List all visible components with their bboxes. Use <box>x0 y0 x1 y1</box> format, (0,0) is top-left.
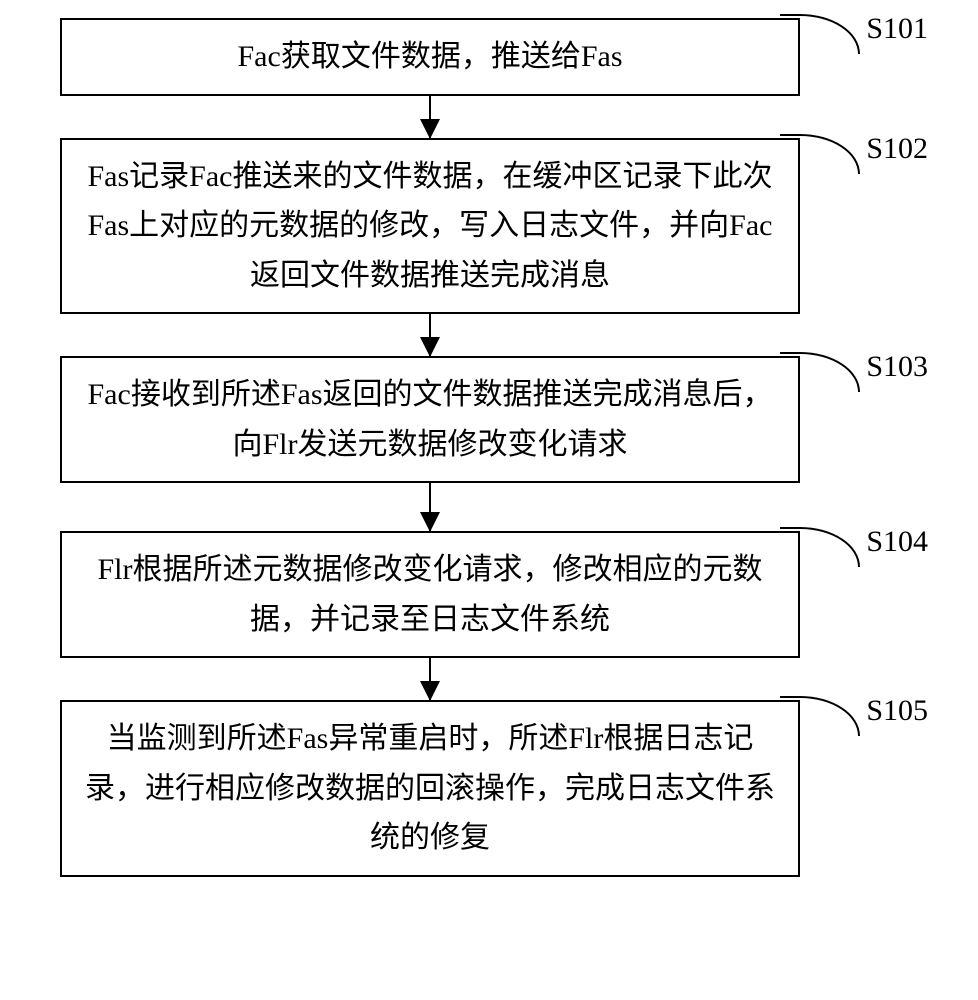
arrow-connector <box>429 96 431 138</box>
label-connector-curve <box>780 134 860 174</box>
step-text: Fac获取文件数据，推送给Fas <box>238 40 623 73</box>
flow-step: Fas记录Fac推送来的文件数据，在缓冲区记录下此次Fas上对应的元数据的修改，… <box>60 138 920 315</box>
step-text: Fas记录Fac推送来的文件数据，在缓冲区记录下此次Fas上对应的元数据的修改，… <box>88 160 773 292</box>
flow-step: Fac获取文件数据，推送给Fas S101 <box>60 18 920 96</box>
flow-step: 当监测到所述Fas异常重启时，所述Flr根据日志记录，进行相应修改数据的回滚操作… <box>60 700 920 877</box>
connector-wrap <box>60 483 800 531</box>
step-label: S103 <box>866 350 928 384</box>
flow-step: Flr根据所述元数据修改变化请求，修改相应的元数据，并记录至日志文件系统 S10… <box>60 531 920 658</box>
flowchart-container: Fac获取文件数据，推送给Fas S101 Fas记录Fac推送来的文件数据，在… <box>60 18 920 877</box>
step-box-s101: Fac获取文件数据，推送给Fas <box>60 18 800 96</box>
label-connector-curve <box>780 696 860 736</box>
arrowhead-icon <box>420 119 440 139</box>
step-box-s103: Fac接收到所述Fas返回的文件数据推送完成消息后，向Flr发送元数据修改变化请… <box>60 356 800 483</box>
arrowhead-icon <box>420 681 440 701</box>
step-label: S104 <box>866 525 928 559</box>
step-label: S105 <box>866 694 928 728</box>
step-text: Fac接收到所述Fas返回的文件数据推送完成消息后，向Flr发送元数据修改变化请… <box>88 378 773 461</box>
step-text: 当监测到所述Fas异常重启时，所述Flr根据日志记录，进行相应修改数据的回滚操作… <box>85 722 775 854</box>
step-box-s104: Flr根据所述元数据修改变化请求，修改相应的元数据，并记录至日志文件系统 <box>60 531 800 658</box>
arrowhead-icon <box>420 337 440 357</box>
connector-wrap <box>60 96 800 138</box>
label-connector-curve <box>780 352 860 392</box>
connector-wrap <box>60 658 800 700</box>
step-box-s102: Fas记录Fac推送来的文件数据，在缓冲区记录下此次Fas上对应的元数据的修改，… <box>60 138 800 315</box>
label-connector-curve <box>780 14 860 54</box>
step-label: S102 <box>866 132 928 166</box>
arrowhead-icon <box>420 512 440 532</box>
arrow-connector <box>429 483 431 531</box>
arrow-connector <box>429 314 431 356</box>
label-connector-curve <box>780 527 860 567</box>
step-text: Flr根据所述元数据修改变化请求，修改相应的元数据，并记录至日志文件系统 <box>97 553 762 636</box>
step-label: S101 <box>866 12 928 46</box>
flow-step: Fac接收到所述Fas返回的文件数据推送完成消息后，向Flr发送元数据修改变化请… <box>60 356 920 483</box>
arrow-connector <box>429 658 431 700</box>
connector-wrap <box>60 314 800 356</box>
step-box-s105: 当监测到所述Fas异常重启时，所述Flr根据日志记录，进行相应修改数据的回滚操作… <box>60 700 800 877</box>
